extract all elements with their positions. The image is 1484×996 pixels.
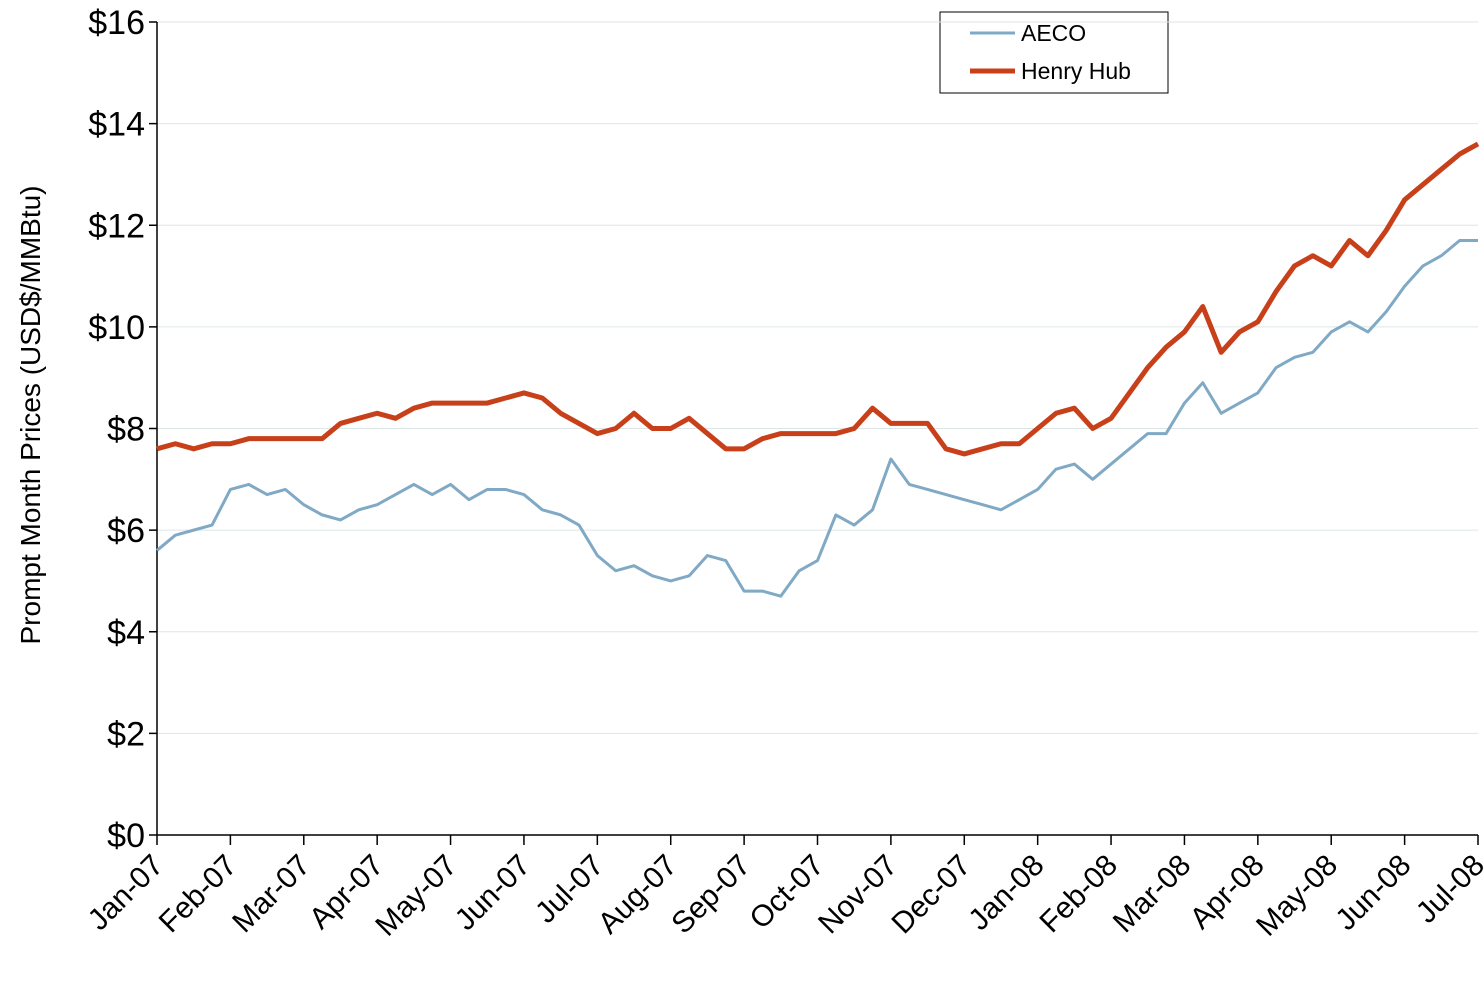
line — [156, 141, 1480, 457]
line — [156, 238, 1478, 598]
y-tick-label: $8 — [107, 411, 145, 449]
y-tick-label: $10 — [88, 309, 145, 347]
legend-box — [939, 11, 1169, 94]
x-tick-label: May-07 — [369, 849, 463, 943]
x-tick-label: Jul-08 — [1410, 849, 1484, 930]
x-tick-label: Nov-07 — [812, 849, 904, 941]
x-tick-label: Sep-07 — [665, 849, 757, 941]
x-tick-label: Feb-08 — [1033, 849, 1124, 940]
y-tick-label: $0 — [107, 817, 145, 855]
x-tick-label: Mar-07 — [226, 849, 317, 940]
legend-label: Henry Hub — [1021, 58, 1131, 84]
y-tick-label: $16 — [88, 4, 145, 42]
x-tick-label: Feb-07 — [153, 849, 244, 940]
legend-label: AECO — [1021, 20, 1086, 46]
x-tick-label: Jan-07 — [82, 849, 170, 937]
x-tick-label: May-08 — [1250, 849, 1344, 943]
x-tick-label: Jan-08 — [962, 849, 1050, 937]
x-tick-label: Aug-07 — [592, 849, 684, 941]
x-tick-label: Dec-07 — [886, 849, 978, 941]
y-tick-label: $12 — [88, 207, 145, 245]
y-axis-title: Prompt Month Prices (USD$/MMBtu) — [15, 186, 46, 645]
x-tick-label: Mar-08 — [1107, 849, 1198, 940]
y-tick-label: $6 — [107, 512, 145, 550]
y-tick-label: $4 — [107, 614, 145, 652]
y-tick-label: $14 — [88, 106, 145, 144]
y-tick-label: $2 — [107, 715, 145, 753]
x-tick-label: Jun-08 — [1329, 849, 1417, 937]
x-tick-label: Jun-07 — [449, 849, 537, 937]
